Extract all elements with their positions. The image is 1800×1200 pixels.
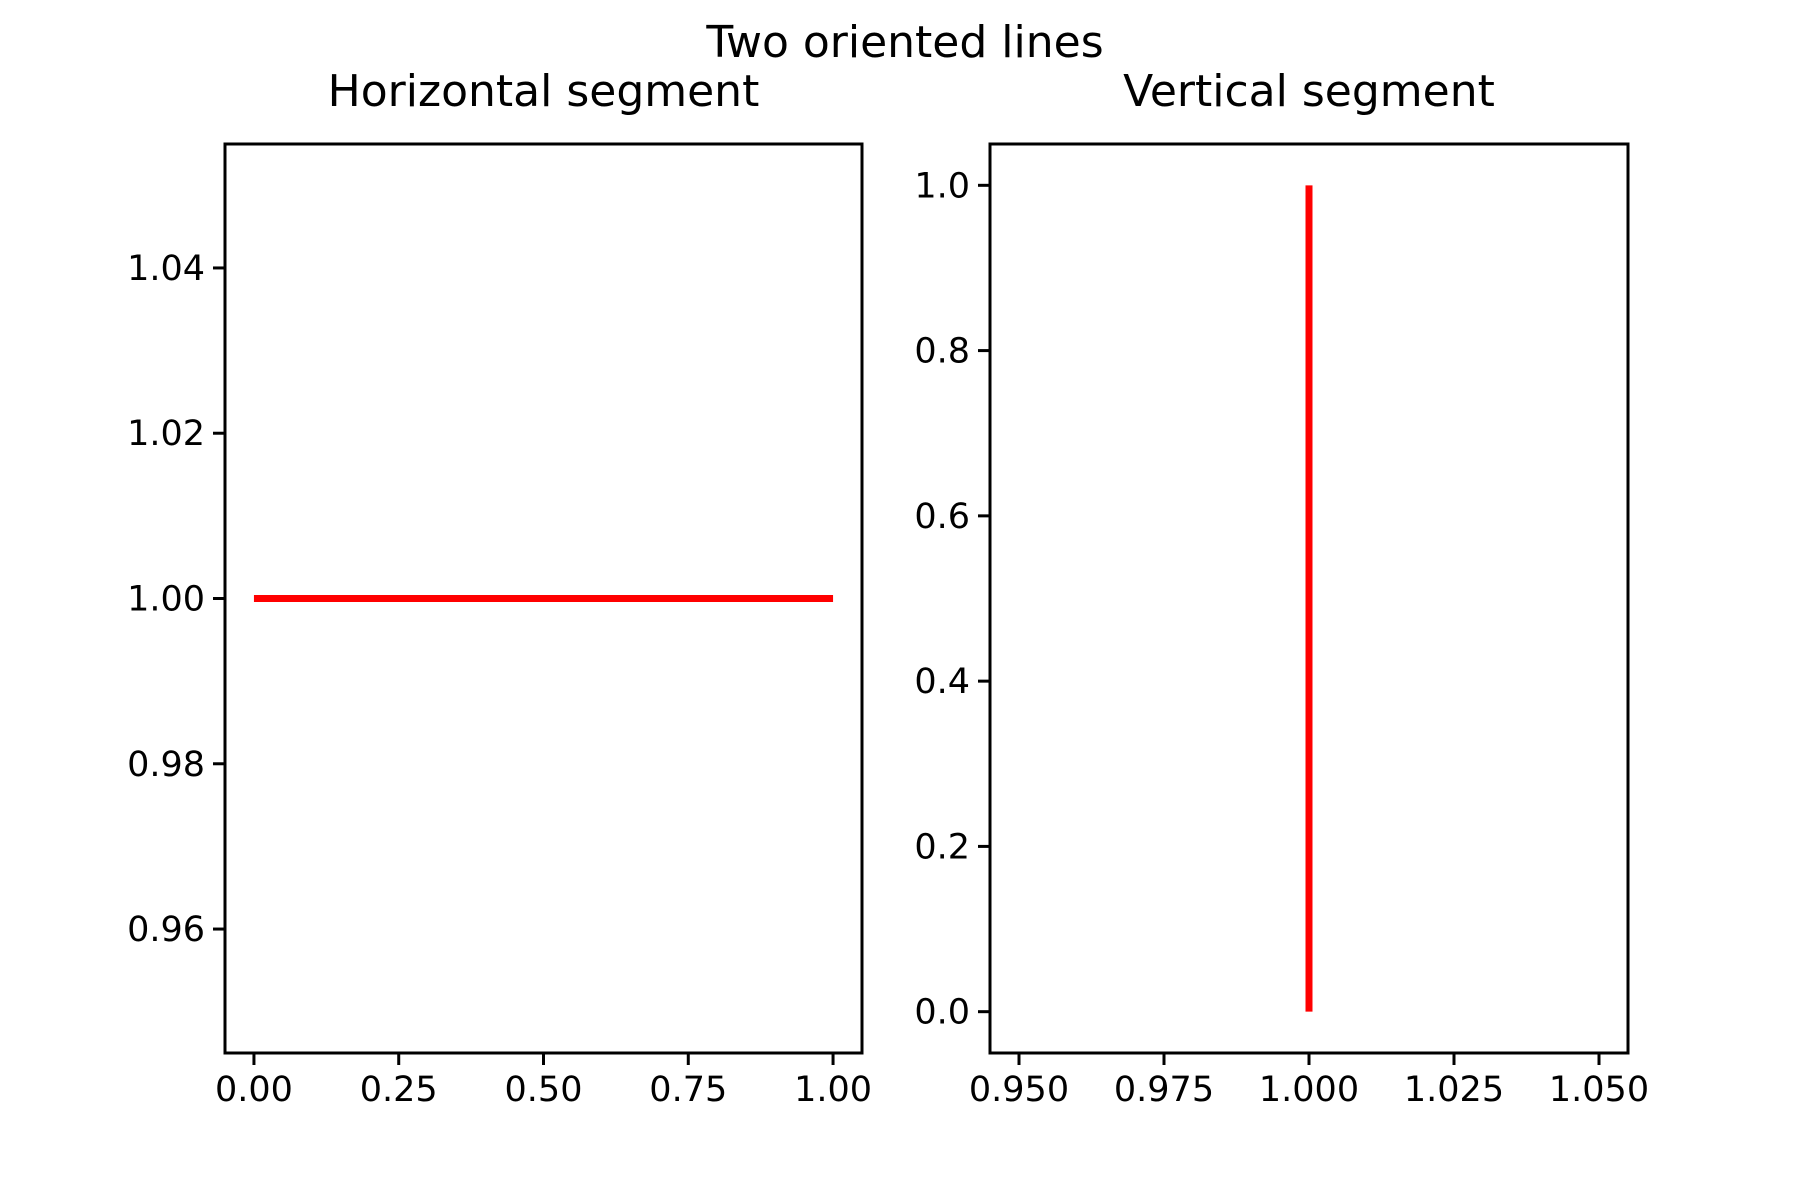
y-tick-label: 1.00	[127, 580, 205, 620]
y-tick-label: 1.0	[914, 166, 970, 206]
x-tick-label: 0.25	[360, 1070, 438, 1110]
y-tick-label: 0.8	[914, 332, 970, 372]
x-tick-label: 0.975	[1114, 1070, 1214, 1110]
chart-horizontal-segment: Horizontal segment 0.00 0.25 0.50 0.75 1.00 0.…	[127, 66, 872, 1110]
figure-title: Two oriented lines	[705, 17, 1103, 68]
x-tick-label: 0.00	[215, 1070, 293, 1110]
y-tick-label: 1.04	[127, 249, 205, 289]
chart-vertical-segment: Vertical segment 0.950 0.975 1.000 1.025 1.05…	[914, 66, 1649, 1110]
x-tick-label: 0.950	[969, 1070, 1069, 1110]
axes-title: Horizontal segment	[328, 66, 760, 117]
y-tick-label: 0.0	[914, 993, 970, 1033]
y-tick-label: 1.02	[127, 414, 205, 454]
axes-title: Vertical segment	[1123, 66, 1495, 117]
y-tick-label: 0.98	[127, 745, 205, 785]
x-tick-label: 0.50	[505, 1070, 583, 1110]
x-tick-label: 0.75	[649, 1070, 727, 1110]
y-tick-label: 0.4	[914, 662, 970, 702]
y-tick-label: 0.96	[127, 910, 205, 950]
x-tick-label: 1.000	[1259, 1070, 1359, 1110]
y-tick-label: 0.6	[914, 497, 970, 537]
x-tick-label: 1.00	[794, 1070, 872, 1110]
x-tick-label: 1.050	[1549, 1070, 1649, 1110]
x-tick-label: 1.025	[1404, 1070, 1504, 1110]
y-tick-label: 0.2	[914, 827, 970, 867]
